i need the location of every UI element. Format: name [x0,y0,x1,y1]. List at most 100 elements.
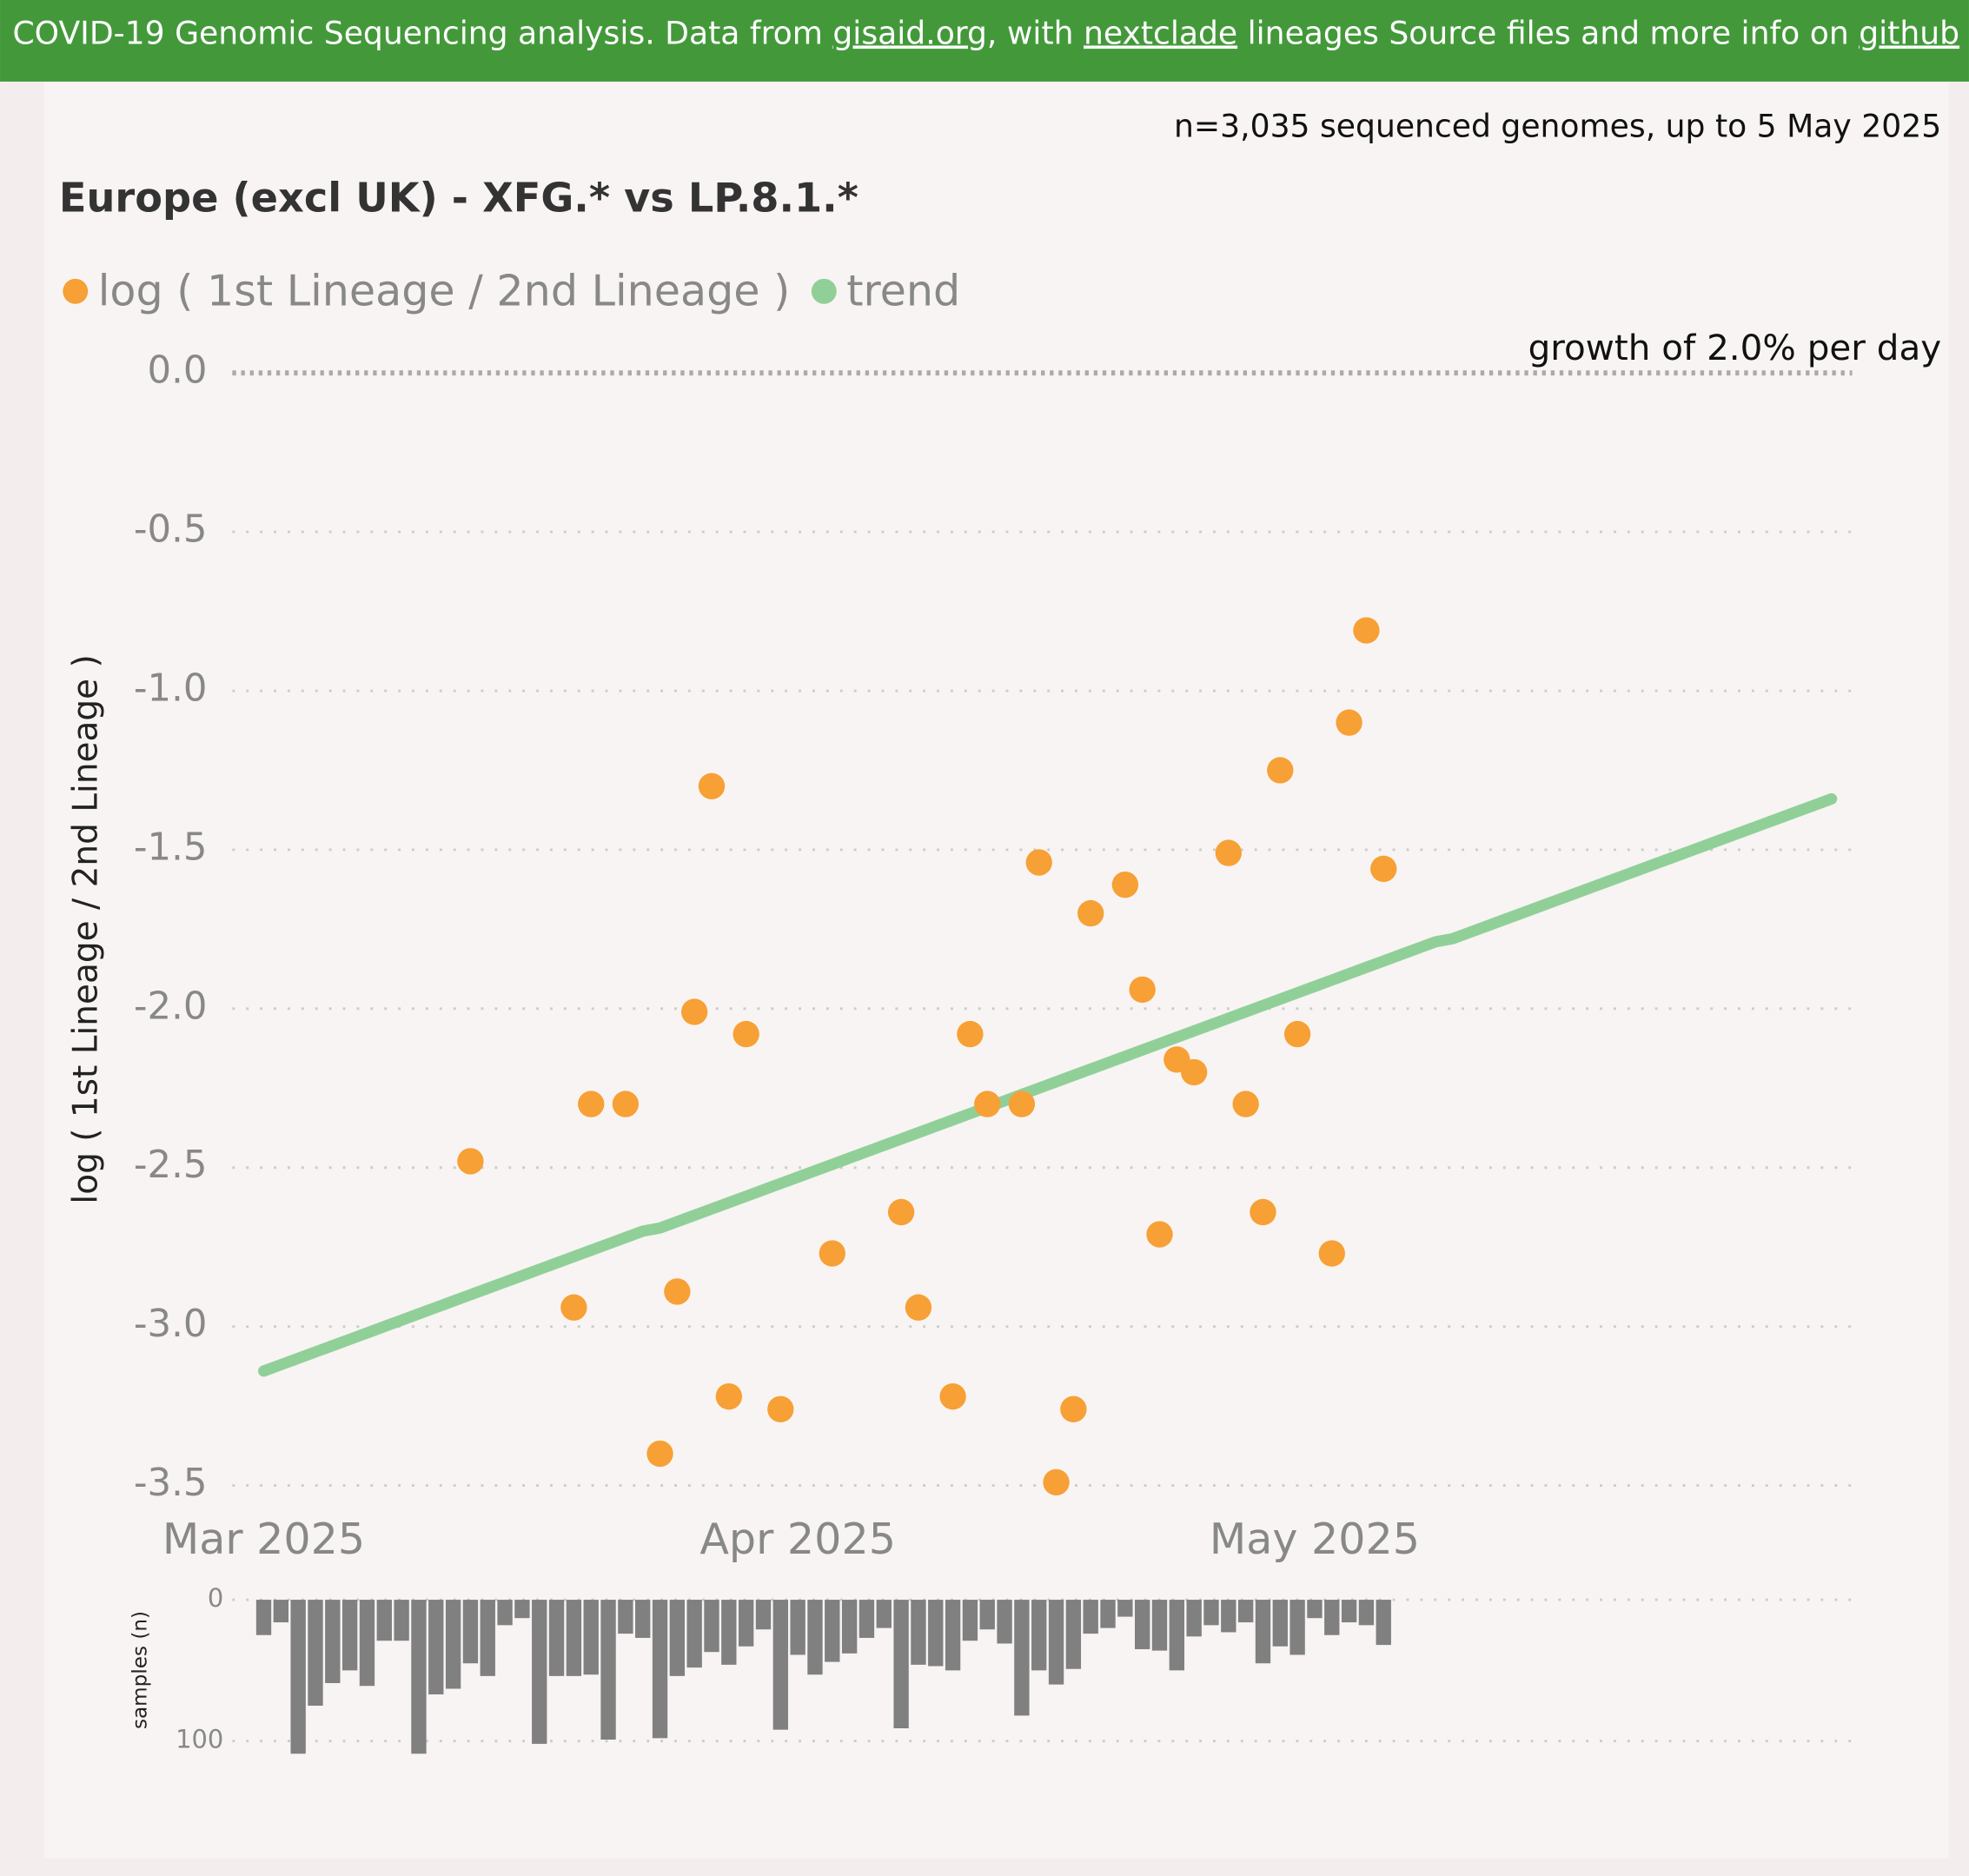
bar [928,1600,944,1667]
bar [325,1600,341,1683]
bar [394,1600,409,1641]
point [612,1090,640,1117]
bar [911,1600,926,1665]
point [681,998,708,1025]
bar [618,1600,633,1634]
bar [652,1600,668,1739]
bar [686,1600,702,1668]
bar [462,1600,479,1664]
bar [376,1600,392,1641]
bar [1255,1600,1271,1664]
bar [1083,1600,1098,1634]
y-tick-label: -3.0 [134,1303,208,1346]
bar [273,1600,289,1623]
bar [772,1600,788,1730]
point [664,1278,691,1305]
bar [1203,1600,1219,1626]
y-tick-label: 0 [208,1583,223,1613]
bar [548,1600,565,1676]
bar [893,1600,909,1729]
bar [807,1600,823,1675]
bar [1221,1600,1236,1633]
point [1129,976,1156,1004]
point [1111,871,1139,898]
bar [1117,1600,1133,1617]
point [1146,1221,1173,1248]
point [457,1148,484,1175]
header-link[interactable]: gisaid.org [832,14,987,51]
bar [497,1600,513,1626]
y-tick-label: -0.5 [134,508,208,552]
header-link[interactable]: nextclade [1084,14,1237,51]
bar [790,1600,806,1655]
point [1232,1090,1259,1117]
bar [876,1600,892,1628]
header-text: COVID-19 Genomic Sequencing analysis. Da… [12,14,1959,51]
bar [1237,1600,1254,1623]
bar [411,1600,427,1754]
point [957,1020,984,1048]
bar [583,1600,599,1675]
x-tick-label: Mar 2025 [162,1514,365,1564]
bar [738,1600,754,1647]
bar [1065,1600,1082,1669]
legend-label: trend [846,266,960,316]
bar [1100,1600,1116,1628]
annotation: growth of 2.0% per day [1528,327,1942,368]
point [1250,1198,1276,1226]
point [939,1382,966,1410]
point [819,1240,845,1267]
point [1025,849,1052,876]
point [905,1294,932,1321]
point [646,1440,673,1468]
y-axis-label: log ( 1st Lineage / 2nd Lineage ) [67,654,106,1203]
point [1283,1020,1311,1048]
header-lead: COVID-19 Genomic Sequencing analysis. Da… [12,14,832,51]
point [1077,899,1104,927]
point [1336,709,1362,736]
bar [1341,1600,1357,1623]
bar [1272,1600,1288,1647]
bar [308,1600,323,1707]
y-tick-label: -2.5 [134,1143,208,1187]
header-bar [0,0,1969,82]
point [767,1395,794,1422]
header-text: lineages Source files and more info on [1237,14,1859,51]
bar [704,1600,719,1653]
bar [255,1600,272,1635]
legend-marker [811,278,837,304]
legend-label: log ( 1st Lineage / 2nd Lineage ) [98,266,791,316]
bar [600,1600,616,1740]
y-tick-label: -2.0 [134,984,208,1028]
bar [997,1600,1012,1644]
bar [445,1600,461,1689]
bar [1048,1600,1064,1685]
point [1008,1090,1036,1117]
point [887,1198,915,1226]
y-axis-label: samples (n) [129,1611,151,1729]
point [578,1090,605,1117]
header-text: , with [987,14,1084,51]
bar [359,1600,375,1687]
bar [669,1600,686,1676]
bar [1324,1600,1340,1635]
bar [635,1600,651,1638]
y-tick-label: -1.5 [134,825,208,869]
bar [1014,1600,1030,1716]
bar [1186,1600,1202,1637]
bar [859,1600,875,1638]
bar [532,1600,547,1744]
point [733,1020,759,1048]
header-link[interactable]: github [1859,14,1959,51]
point [715,1382,743,1410]
bar [1289,1600,1305,1655]
bar [341,1600,358,1671]
subtitle: n=3,035 sequenced genomes, up to 5 May 2… [1174,107,1941,144]
bar [1135,1600,1150,1649]
bar [1307,1600,1323,1619]
point [1353,617,1380,644]
y-tick-label: 100 [176,1725,223,1754]
point [974,1090,1001,1117]
